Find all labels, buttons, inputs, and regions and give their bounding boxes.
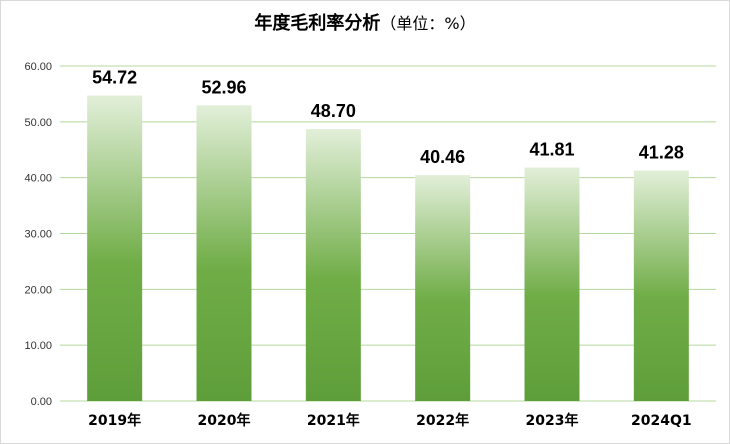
bar — [196, 105, 252, 401]
bars — [87, 95, 689, 401]
x-axis-ticks: 2019年 2020年 2021年 2022年 2023年 2024Q1 — [88, 412, 691, 429]
data-label: 41.28 — [639, 143, 684, 163]
y-axis-ticks: 0.00 10.00 20.00 30.00 40.00 50.00 60.00 — [24, 61, 52, 408]
y-tick-label: 50.00 — [24, 117, 52, 129]
chart-title-text: 年度毛利率分析 — [254, 13, 381, 34]
x-tick-label: 2024Q1 — [631, 413, 692, 429]
data-label: 48.70 — [311, 101, 356, 121]
data-label: 40.46 — [420, 147, 465, 167]
bar — [87, 95, 143, 401]
chart-title: 年度毛利率分析（单位：%） — [0, 9, 730, 35]
data-label: 54.72 — [92, 67, 137, 87]
x-tick-label: 2023年 — [526, 412, 579, 429]
bar — [415, 175, 471, 401]
y-tick-label: 0.00 — [31, 396, 52, 408]
y-tick-label: 40.00 — [24, 173, 52, 185]
data-label: 41.81 — [529, 140, 574, 160]
y-tick-label: 20.00 — [24, 284, 52, 296]
y-tick-label: 10.00 — [24, 340, 52, 352]
x-tick-label: 2020年 — [198, 412, 251, 429]
y-tick-label: 30.00 — [24, 229, 52, 241]
gridlines — [60, 65, 716, 402]
bar — [633, 170, 689, 401]
y-tick-label: 60.00 — [24, 61, 52, 73]
data-labels: 54.72 52.96 48.70 40.46 41.81 41.28 — [92, 67, 684, 167]
bar — [305, 129, 361, 401]
chart-unit-text: （单位：%） — [380, 14, 476, 33]
x-tick-label: 2021年 — [307, 412, 360, 429]
x-tick-label: 2019年 — [88, 412, 141, 429]
data-label: 52.96 — [201, 77, 246, 97]
bar — [524, 167, 580, 401]
x-tick-label: 2022年 — [416, 412, 469, 429]
